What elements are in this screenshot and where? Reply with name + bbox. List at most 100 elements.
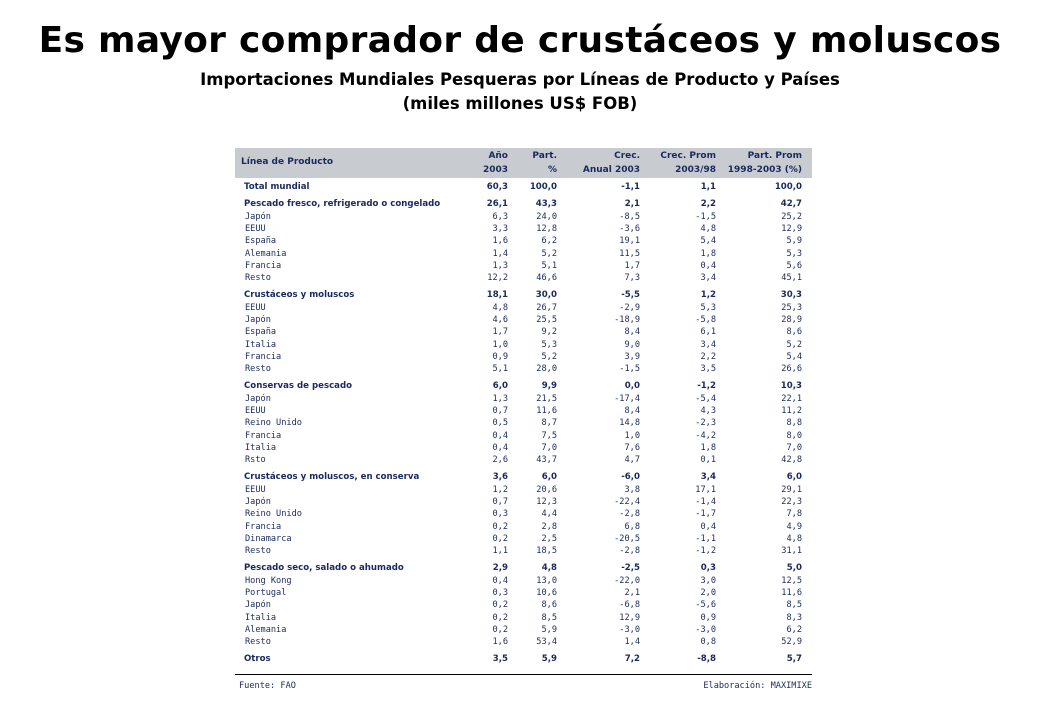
country-value-2: 12,3 [536, 497, 557, 508]
country-value-1: 0,7 [492, 405, 508, 416]
country-value-4: 2,0 [700, 588, 716, 599]
country-value-2: 5,9 [541, 625, 557, 636]
country-value-4: 0,8 [700, 637, 716, 648]
country-name: España [245, 236, 277, 247]
country-row: Francia 0,4 7,5 1,0 -4,2 8,0 [235, 430, 812, 442]
country-row: Japón 1,3 21,5 -17,4 -5,4 22,1 [235, 393, 812, 405]
header-col-2-top: Part. [532, 151, 557, 161]
group-value-4: 1,2 [700, 290, 716, 301]
country-value-3: 7,3 [624, 273, 640, 284]
country-row: Dinamarca 0,2 2,5 -20,5 -1,1 4,8 [235, 533, 812, 545]
country-row: Japón 0,7 12,3 -22,4 -1,4 22,3 [235, 496, 812, 508]
country-value-3: -6,8 [619, 600, 640, 611]
group-name: Otros [244, 654, 271, 665]
table-body: Total mundial 60,3 100,0 -1,1 1,1 100,0 Pescad… [235, 178, 812, 666]
group-name: Crustáceos y moluscos [244, 290, 355, 301]
country-value-2: 5,3 [541, 339, 557, 350]
country-value-3: 14,8 [619, 418, 640, 429]
country-row: Resto 5,1 28,0 -1,5 3,5 26,6 [235, 363, 812, 375]
country-name: Alemania [245, 248, 287, 259]
country-row: Italia 0,4 7,0 7,6 1,8 7,0 [235, 442, 812, 454]
country-value-1: 0,2 [492, 625, 508, 636]
country-name: Portugal [245, 588, 287, 599]
country-value-5: 26,6 [781, 364, 802, 375]
country-row: España 1,6 6,2 19,1 5,4 5,9 [235, 235, 812, 247]
table-header: Línea de Producto Año 2003 Part. % Crec.… [235, 148, 812, 178]
country-row: EEUU 4,8 26,7 -2,9 5,3 25,3 [235, 302, 812, 314]
country-value-5: 5,2 [786, 339, 802, 350]
group-value-2: 9,9 [541, 381, 557, 392]
country-value-3: 2,1 [624, 588, 640, 599]
country-value-2: 5,1 [541, 260, 557, 271]
group-value-2: 43,3 [535, 199, 557, 209]
country-row: Alemania 0,2 5,9 -3,0 -3,0 6,2 [235, 624, 812, 636]
group-total-row: Crustáceos y moluscos, en conserva 3,6 6,0… [235, 471, 812, 484]
country-value-4: 6,1 [700, 327, 716, 338]
group-total-row: Total mundial 60,3 100,0 -1,1 1,1 100,0 [235, 181, 812, 194]
group-value-5: 30,3 [780, 290, 802, 301]
header-col-5-top: Part. Prom [747, 151, 802, 161]
country-value-3: -2,8 [619, 509, 640, 520]
country-row: Francia 0,2 2,8 6,8 0,4 4,9 [235, 521, 812, 533]
country-value-4: -1,7 [695, 509, 716, 520]
country-value-3: 1,4 [624, 637, 640, 648]
country-value-5: 45,1 [781, 273, 802, 284]
country-value-3: -1,5 [619, 364, 640, 375]
country-value-1: 0,9 [492, 351, 508, 362]
country-name: Resto [245, 546, 271, 557]
country-value-3: 19,1 [619, 236, 640, 247]
country-value-1: 0,5 [492, 418, 508, 429]
country-name: Italia [245, 612, 277, 623]
country-row: Reino Unido 0,5 8,7 14,8 -2,3 8,8 [235, 417, 812, 429]
country-value-3: -22,4 [614, 497, 640, 508]
country-value-4: 4,8 [700, 223, 716, 234]
header-col-1-bottom: 2003 [482, 165, 508, 175]
group-value-3: -1,1 [621, 182, 640, 192]
country-value-3: -18,9 [614, 314, 640, 325]
country-value-5: 22,3 [781, 497, 802, 508]
country-value-4: 3,4 [700, 339, 716, 350]
country-row: España 1,7 9,2 8,4 6,1 8,6 [235, 326, 812, 338]
country-row: EEUU 0,7 11,6 8,4 4,3 11,2 [235, 405, 812, 417]
group-value-3: 7,2 [624, 654, 640, 665]
country-value-2: 2,8 [541, 521, 557, 532]
country-value-2: 8,5 [541, 612, 557, 623]
country-value-3: 3,8 [624, 484, 640, 495]
country-value-4: 5,3 [700, 302, 716, 313]
group-value-4: 0,3 [700, 563, 716, 574]
country-name: Hong Kong [245, 575, 292, 586]
country-value-4: 1,8 [700, 248, 716, 259]
country-value-2: 43,7 [536, 455, 557, 466]
country-value-2: 8,7 [541, 418, 557, 429]
country-value-5: 5,9 [786, 236, 802, 247]
group-value-5: 42,7 [780, 199, 802, 209]
group-value-3: 2,1 [624, 199, 640, 209]
country-value-1: 0,3 [492, 509, 508, 520]
country-value-3: -3,0 [619, 625, 640, 636]
country-value-1: 0,3 [492, 588, 508, 599]
country-value-4: 0,1 [700, 455, 716, 466]
group-name: Pescado fresco, refrigerado o congelado [244, 199, 441, 209]
group-value-5: 5,7 [786, 654, 802, 665]
country-value-5: 5,6 [786, 260, 802, 271]
group-total-row: Pescado fresco, refrigerado o congelado 2… [235, 198, 812, 211]
country-value-1: 1,3 [492, 393, 508, 404]
group-name: Crustáceos y moluscos, en conserva [244, 472, 420, 483]
country-value-5: 6,2 [786, 625, 802, 636]
country-value-2: 5,2 [541, 248, 557, 259]
country-value-3: 7,6 [624, 443, 640, 453]
country-value-2: 8,6 [541, 600, 557, 611]
country-value-2: 6,2 [541, 236, 557, 247]
country-name: Alemania [245, 625, 287, 636]
country-value-1: 0,4 [492, 430, 508, 441]
country-value-3: -2,9 [619, 302, 640, 313]
country-value-2: 25,5 [536, 314, 557, 325]
country-row: Resto 1,6 53,4 1,4 0,8 52,9 [235, 636, 812, 648]
group-value-5: 100,0 [774, 182, 802, 192]
country-value-3: -8,5 [619, 211, 640, 222]
country-value-1: 1,4 [492, 248, 508, 259]
country-value-3: 8,4 [624, 405, 640, 416]
country-name: Italia [245, 443, 277, 453]
country-value-2: 4,4 [541, 509, 557, 520]
country-value-1: 5,1 [492, 364, 508, 375]
